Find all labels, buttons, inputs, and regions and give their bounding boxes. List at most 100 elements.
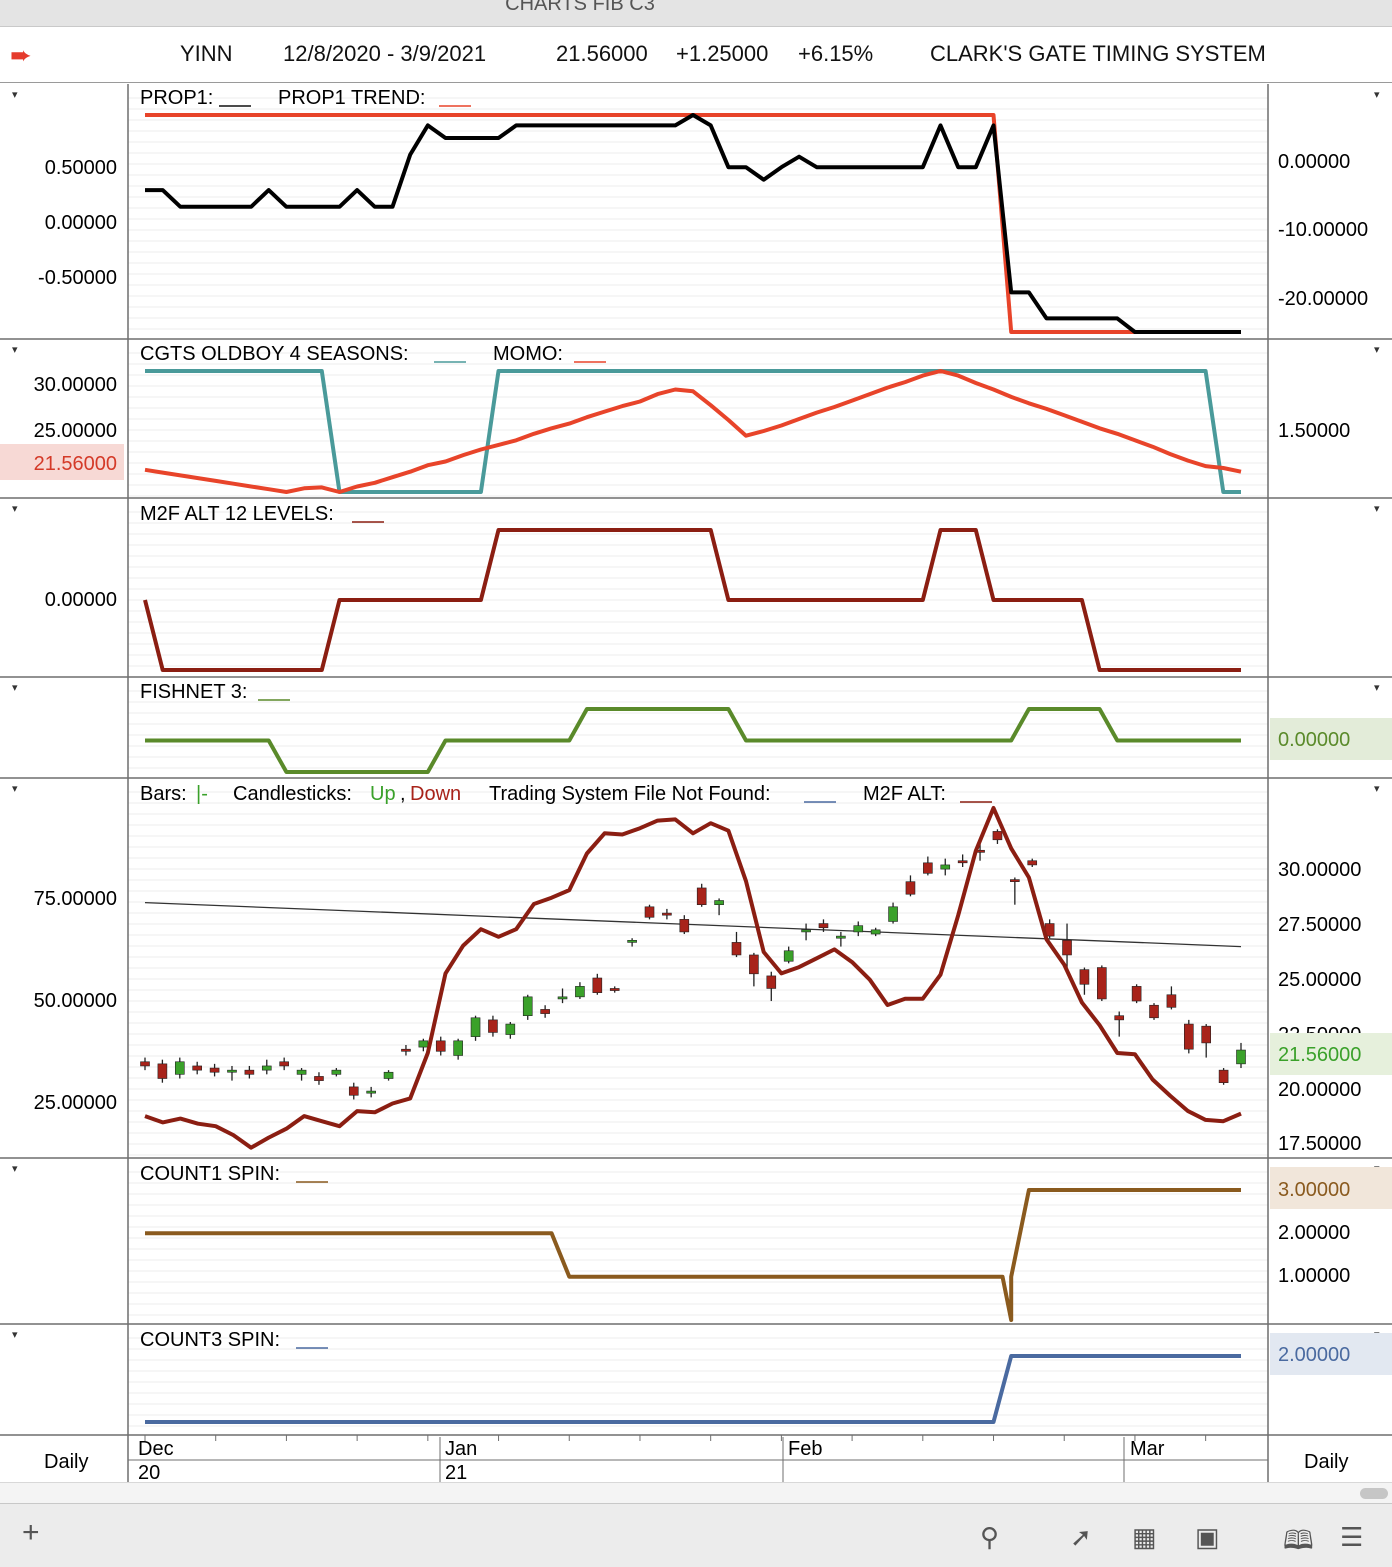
- candle-down: [609, 988, 620, 991]
- candle-up: [383, 1071, 394, 1079]
- scrollbar-thumb[interactable]: [1360, 1488, 1388, 1499]
- legend-bars: Bars:: [140, 783, 187, 805]
- price-change-pct: +6.15%: [798, 41, 874, 66]
- series-line-fishnet: [145, 707, 1241, 774]
- chevron-down-icon: ▾: [1374, 783, 1380, 795]
- candle-down: [157, 1063, 168, 1079]
- y-tick-right-highlight: 0.00000: [1278, 729, 1350, 751]
- y-tick-left: 30.00000: [34, 374, 117, 396]
- y-tick-right: 20.00000: [1278, 1079, 1361, 1101]
- fishnet-highlight: [1270, 718, 1392, 760]
- candle-up: [853, 925, 864, 933]
- candle-up: [714, 900, 724, 906]
- candle-up: [453, 1040, 463, 1056]
- candle-down: [1097, 967, 1107, 1000]
- series-line-prop1: [145, 113, 1241, 334]
- y-tick-left-highlight: 21.56000: [34, 453, 117, 475]
- legend-tsf: Trading System File Not Found:: [489, 783, 771, 805]
- legend-bars-symbol: |-: [196, 783, 208, 805]
- candle-down: [766, 975, 777, 989]
- y-tick-right-highlight: 3.00000: [1278, 1179, 1350, 1201]
- y-tick-left: 0.00000: [45, 589, 117, 611]
- chevron-down-icon: ▾: [1374, 503, 1380, 515]
- price-highlight-right: [1270, 1033, 1392, 1075]
- legend-momo: MOMO:: [493, 343, 563, 365]
- timeframe-left[interactable]: Daily: [44, 1451, 88, 1473]
- candle-down: [957, 860, 968, 864]
- candle-down: [644, 906, 655, 918]
- legend-m2f: M2F ALT:: [863, 783, 946, 805]
- candle-up: [505, 1023, 516, 1035]
- candle-down: [348, 1086, 359, 1096]
- timeframe-right[interactable]: Daily: [1304, 1451, 1348, 1473]
- candle-down: [279, 1061, 289, 1067]
- series-line-m2f-alt: [144, 806, 1242, 1150]
- y-tick-right-highlight: 21.56000: [1278, 1044, 1361, 1066]
- candle-up: [888, 906, 898, 922]
- price-highlight-left: [0, 444, 124, 480]
- book-icon[interactable]: 🕮: [1283, 1525, 1314, 1555]
- panel-icon[interactable]: ▣: [1195, 1522, 1220, 1552]
- y-tick-left: -0.50000: [38, 267, 117, 289]
- y-tick-right: -20.00000: [1278, 288, 1368, 310]
- candle-up: [522, 996, 533, 1016]
- candle-up: [296, 1069, 307, 1075]
- grid-lines: [128, 97, 1268, 1427]
- candle-down: [244, 1069, 255, 1075]
- candle-down: [1131, 986, 1142, 1002]
- chevron-down-icon: ▾: [12, 783, 18, 795]
- y-tick-right: 30.00000: [1278, 859, 1361, 881]
- y-tick-right: 27.50000: [1278, 914, 1361, 936]
- candle-down: [1027, 860, 1038, 866]
- date-range: 12/8/2020 - 3/9/2021: [283, 41, 487, 66]
- series-line-count3: [145, 1354, 1241, 1424]
- candle-up: [940, 864, 951, 870]
- y-tick-right-highlight: 2.00000: [1278, 1344, 1350, 1366]
- x-tick-month: Feb: [788, 1438, 822, 1460]
- candle-down: [1218, 1069, 1229, 1084]
- chevron-down-icon: ▾: [12, 503, 18, 515]
- chevron-down-icon: ▾: [12, 682, 18, 694]
- panel-frames: ▾▾▾▾▾▾▾▾▾▾▾▾▾▾: [0, 84, 1392, 1482]
- y-tick-right: 0.00000: [1278, 151, 1350, 173]
- candle-up: [557, 996, 568, 1000]
- menu-icon[interactable]: ☰: [1340, 1522, 1364, 1552]
- candle-down: [1149, 1004, 1159, 1019]
- candle-down: [1010, 879, 1020, 882]
- y-tick-left: 25.00000: [34, 420, 117, 442]
- y-tick-left: 0.00000: [45, 212, 117, 234]
- candle-down: [209, 1067, 220, 1073]
- candle-up: [261, 1065, 272, 1071]
- bottom-toolbar: + ⚲ ➚ ▦ ▣ 🕮 ☰: [0, 1503, 1392, 1567]
- candle-down: [435, 1040, 446, 1052]
- candle-down: [1166, 994, 1177, 1008]
- candle-down: [488, 1019, 498, 1033]
- symbol-label[interactable]: YINN: [180, 41, 233, 66]
- y-tick-right: 1.00000: [1278, 1265, 1350, 1287]
- chevron-down-icon: ▾: [12, 1329, 18, 1341]
- legend-candles: Candlesticks:: [233, 783, 352, 805]
- line-chart-icon[interactable]: ➚: [1070, 1522, 1092, 1552]
- arrow-right-icon[interactable]: ➨: [10, 40, 32, 70]
- x-tick-month: Jan: [445, 1438, 477, 1460]
- series-line-prop1-trend: [145, 113, 1241, 334]
- search-icon[interactable]: ⚲: [980, 1522, 1000, 1552]
- y-tick-left: 25.00000: [34, 1092, 117, 1114]
- candle-down: [818, 923, 829, 929]
- candle-up: [801, 929, 811, 933]
- horizontal-scrollbar[interactable]: [0, 1482, 1392, 1504]
- plus-icon[interactable]: +: [22, 1516, 40, 1549]
- candle-down: [592, 977, 603, 993]
- last-price: 21.56000: [556, 41, 648, 66]
- legend-count1: COUNT1 SPIN:: [140, 1163, 280, 1185]
- system-name: CLARK'S GATE TIMING SYSTEM: [930, 41, 1266, 66]
- chevron-down-icon: ▾: [12, 89, 18, 101]
- series-line-cgts: [145, 369, 1241, 494]
- grid-icon[interactable]: ▦: [1132, 1522, 1157, 1552]
- y-tick-right: -10.00000: [1278, 219, 1368, 241]
- y-tick-right: 2.00000: [1278, 1222, 1350, 1244]
- y-tick-right: 17.50000: [1278, 1133, 1361, 1155]
- candle-up: [870, 929, 881, 935]
- candle-down: [1201, 1025, 1212, 1044]
